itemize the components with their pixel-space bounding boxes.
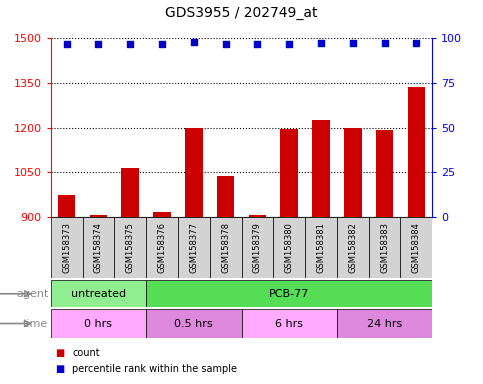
- Bar: [273, 217, 305, 278]
- Bar: [153, 212, 171, 217]
- Point: [63, 41, 71, 47]
- Bar: [51, 217, 83, 278]
- Bar: [400, 217, 432, 278]
- Point: [381, 40, 388, 46]
- Bar: [58, 195, 75, 217]
- Bar: [217, 176, 234, 217]
- Text: GSM158378: GSM158378: [221, 222, 230, 273]
- Point: [222, 41, 229, 47]
- Bar: [185, 127, 202, 217]
- Text: GSM158381: GSM158381: [316, 222, 326, 273]
- Bar: [337, 309, 432, 338]
- Point: [285, 41, 293, 47]
- Text: untreated: untreated: [71, 289, 126, 299]
- Bar: [178, 217, 210, 278]
- Point: [349, 40, 356, 46]
- Bar: [51, 309, 146, 338]
- Text: GSM158375: GSM158375: [126, 222, 135, 273]
- Point: [190, 39, 198, 45]
- Text: GSM158379: GSM158379: [253, 222, 262, 273]
- Point: [254, 41, 261, 47]
- Text: count: count: [72, 348, 100, 358]
- Bar: [312, 120, 330, 217]
- Text: GSM158377: GSM158377: [189, 222, 199, 273]
- Text: 0 hrs: 0 hrs: [85, 318, 113, 329]
- Text: agent: agent: [16, 289, 48, 299]
- Bar: [146, 309, 242, 338]
- Bar: [376, 130, 393, 217]
- Bar: [408, 87, 425, 217]
- Bar: [281, 129, 298, 217]
- Text: GSM158374: GSM158374: [94, 222, 103, 273]
- Bar: [146, 217, 178, 278]
- Text: 6 hrs: 6 hrs: [275, 318, 303, 329]
- Text: GSM158384: GSM158384: [412, 222, 421, 273]
- Text: PCB-77: PCB-77: [269, 289, 310, 299]
- Text: GSM158383: GSM158383: [380, 222, 389, 273]
- Bar: [369, 217, 400, 278]
- Bar: [305, 217, 337, 278]
- Text: 0.5 hrs: 0.5 hrs: [174, 318, 213, 329]
- Point: [95, 41, 102, 47]
- Bar: [249, 215, 266, 217]
- Point: [317, 40, 325, 46]
- Bar: [90, 215, 107, 217]
- Point: [158, 41, 166, 47]
- Bar: [121, 168, 139, 217]
- Bar: [242, 217, 273, 278]
- Bar: [242, 309, 337, 338]
- Text: ■: ■: [56, 348, 65, 358]
- Text: time: time: [23, 318, 48, 329]
- Text: GSM158382: GSM158382: [348, 222, 357, 273]
- Bar: [51, 280, 146, 307]
- Text: GSM158376: GSM158376: [157, 222, 167, 273]
- Text: percentile rank within the sample: percentile rank within the sample: [72, 364, 238, 374]
- Text: GDS3955 / 202749_at: GDS3955 / 202749_at: [165, 7, 318, 20]
- Bar: [337, 217, 369, 278]
- Text: 24 hrs: 24 hrs: [367, 318, 402, 329]
- Text: GSM158373: GSM158373: [62, 222, 71, 273]
- Bar: [146, 280, 432, 307]
- Bar: [83, 217, 114, 278]
- Bar: [344, 128, 362, 217]
- Bar: [114, 217, 146, 278]
- Bar: [210, 217, 242, 278]
- Point: [127, 41, 134, 47]
- Text: GSM158380: GSM158380: [284, 222, 294, 273]
- Text: ■: ■: [56, 364, 65, 374]
- Point: [412, 40, 420, 46]
